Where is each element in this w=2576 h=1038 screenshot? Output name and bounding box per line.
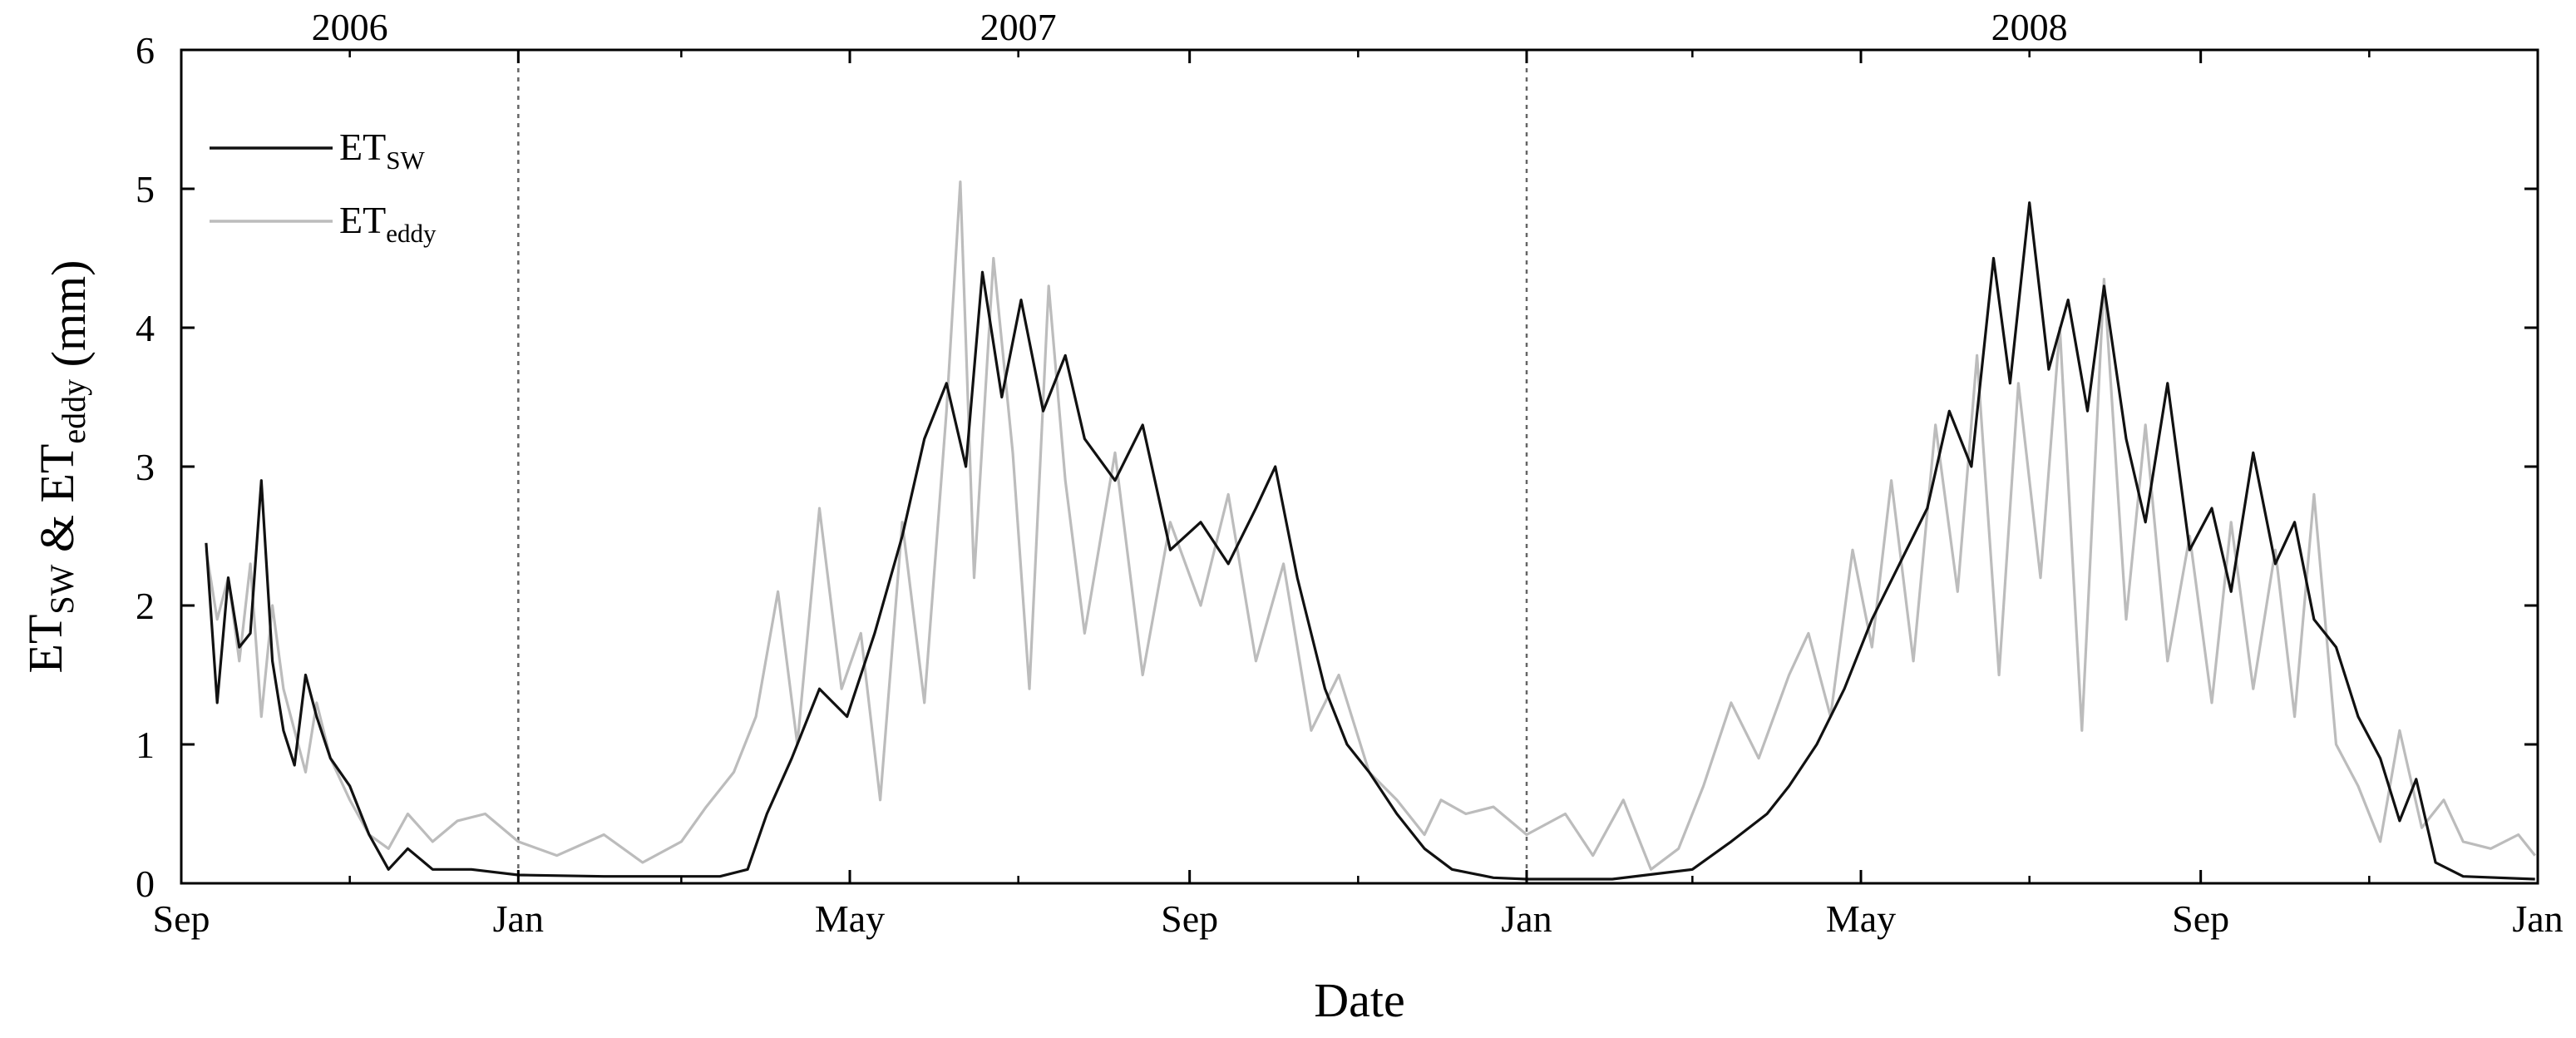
y-tick-label: 2: [136, 585, 155, 627]
x-tick-labels: Sep Jan May Sep Jan May Sep Jan: [153, 897, 2564, 940]
series-layer: [205, 180, 2536, 881]
axis-ticks: [180, 48, 2539, 885]
y-tick-label: 3: [136, 446, 155, 488]
x-tick-label: Sep: [153, 897, 210, 940]
x-tick-label: May: [815, 897, 885, 940]
y-tick-label: 1: [136, 724, 155, 766]
legend-label-1: ETeddy: [339, 199, 437, 248]
y-tick-label: 6: [136, 29, 155, 72]
x-tick-label: Jan: [2512, 897, 2563, 940]
series-line-0: [205, 201, 2535, 881]
x-tick-label: Sep: [1161, 897, 1218, 940]
year-labels: 2006 2007 2008: [312, 6, 2068, 48]
x-tick-label: May: [1826, 897, 1896, 940]
year-dividers: [517, 50, 1528, 883]
series-line-1: [205, 180, 2536, 871]
y-tick-label: 5: [136, 168, 155, 210]
legend: ETSW ETeddy: [210, 126, 437, 248]
x-tick-label: Jan: [1501, 897, 1552, 940]
y-tick-label: 4: [136, 307, 155, 349]
y-axis-title: ETSW & ETeddy (mm): [18, 260, 96, 674]
year-label: 2008: [1991, 6, 2068, 48]
x-tick-label: Jan: [493, 897, 544, 940]
x-axis-title: Date: [1314, 973, 1405, 1027]
x-tick-label: Sep: [2172, 897, 2229, 940]
year-label: 2007: [980, 6, 1057, 48]
y-tick-labels: 0 1 2 3 4 5 6: [136, 29, 155, 905]
year-label: 2006: [312, 6, 388, 48]
y-tick-label: 0: [136, 863, 155, 905]
legend-label-0: ETSW: [339, 126, 425, 175]
